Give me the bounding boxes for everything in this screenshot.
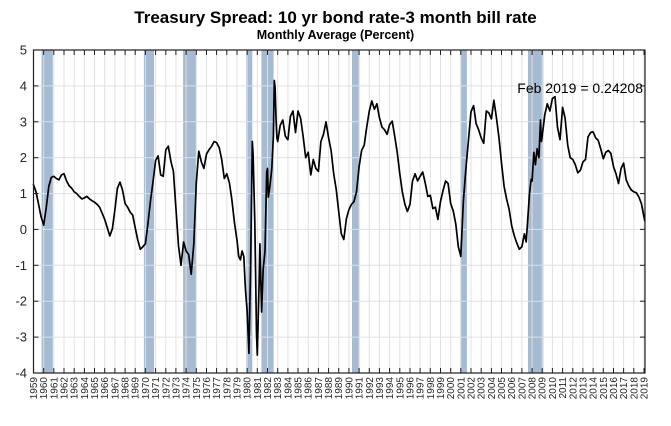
chart-title: Treasury Spread: 10 yr bond rate-3 month… bbox=[134, 8, 537, 27]
x-tick-label: 2018 bbox=[629, 377, 640, 400]
x-tick-label: 1987 bbox=[314, 377, 325, 400]
x-tick-label: 1976 bbox=[202, 377, 213, 400]
plot-frame bbox=[32, 49, 646, 374]
x-tick-label: 2005 bbox=[497, 377, 508, 400]
x-tick-label: 2004 bbox=[487, 377, 498, 400]
x-tick-label: 1993 bbox=[375, 377, 386, 400]
x-tick-label: 1968 bbox=[121, 377, 132, 400]
x-tick-label: 1997 bbox=[416, 377, 427, 400]
x-tick-label: 1975 bbox=[192, 377, 203, 400]
x-tick-label: 1984 bbox=[283, 377, 294, 400]
x-tick-label: 2013 bbox=[578, 377, 589, 400]
x-tick-label: 1972 bbox=[161, 377, 172, 400]
y-tick-label: 0 bbox=[20, 222, 27, 237]
x-tick-label: 1973 bbox=[171, 377, 182, 400]
x-tick-label: 2006 bbox=[507, 377, 518, 400]
x-tick-label: 2010 bbox=[548, 377, 559, 400]
x-tick-label: 1974 bbox=[182, 377, 193, 400]
x-tick-label: 1960 bbox=[39, 377, 50, 400]
x-tick-label: 1970 bbox=[141, 377, 152, 400]
y-tick-label: 4 bbox=[20, 78, 27, 93]
y-tick-label: 5 bbox=[20, 43, 27, 58]
x-tick-label: 2019 bbox=[640, 377, 651, 400]
recession-band bbox=[352, 50, 360, 373]
x-tick-label: 1992 bbox=[365, 377, 376, 400]
x-tick-label: 2016 bbox=[609, 377, 620, 400]
x-tick-label: 1999 bbox=[436, 377, 447, 400]
x-tick-label: 1963 bbox=[70, 377, 81, 400]
x-tick-label: 1991 bbox=[355, 377, 366, 400]
chart-subtitle: Monthly Average (Percent) bbox=[256, 28, 415, 42]
x-tick-label: 1983 bbox=[273, 377, 284, 400]
x-tick-label: 2015 bbox=[599, 377, 610, 400]
x-tick-label: 2002 bbox=[467, 377, 478, 400]
x-tick-label: 1996 bbox=[406, 377, 417, 400]
x-tick-label: 1966 bbox=[100, 377, 111, 400]
x-tick-label: 1965 bbox=[90, 377, 101, 400]
x-tick-label: 2011 bbox=[558, 377, 569, 399]
recession-band bbox=[528, 50, 544, 373]
x-tick-label: 1980 bbox=[243, 377, 254, 400]
x-tick-label: 1971 bbox=[151, 377, 162, 400]
x-tick-label: 1988 bbox=[324, 377, 335, 400]
x-tick-label: 1967 bbox=[110, 377, 121, 400]
x-tick-label: 1989 bbox=[334, 377, 345, 400]
x-tick-label: 1994 bbox=[385, 377, 396, 400]
x-tick-label: 1977 bbox=[212, 377, 223, 400]
x-tick-label: 1981 bbox=[253, 377, 264, 400]
y-tick-label: 1 bbox=[20, 186, 27, 201]
spread-line bbox=[32, 79, 646, 356]
latest-value-annotation: Feb 2019 = 0.24208 bbox=[517, 80, 643, 96]
x-tick-label: 2001 bbox=[456, 377, 467, 400]
x-tick-label: 2000 bbox=[446, 377, 457, 400]
x-tick-label: 1985 bbox=[294, 377, 305, 400]
x-tick-label: 1986 bbox=[304, 377, 315, 400]
x-tick-label: 2008 bbox=[528, 377, 539, 400]
y-tick-label: 2 bbox=[20, 150, 27, 165]
x-tick-label: 1998 bbox=[426, 377, 437, 400]
recession-band bbox=[41, 50, 53, 373]
x-tick-label: 1982 bbox=[263, 377, 274, 400]
y-tick-label: -3 bbox=[15, 330, 27, 345]
x-tick-label: 2017 bbox=[619, 377, 630, 400]
x-tick-label: 1995 bbox=[395, 377, 406, 400]
y-tick-label: 3 bbox=[20, 114, 27, 129]
x-tick-label: 1979 bbox=[233, 377, 244, 400]
y-tick-label: -2 bbox=[15, 294, 27, 309]
x-tick-label: 2003 bbox=[477, 377, 488, 400]
x-tick-label: 1978 bbox=[222, 377, 233, 400]
x-tick-label: 1961 bbox=[49, 377, 60, 400]
x-tick-label: 2007 bbox=[517, 377, 528, 400]
x-tick-label: 1990 bbox=[344, 377, 355, 400]
x-tick-label: 1962 bbox=[60, 377, 71, 400]
y-tick-label: -1 bbox=[15, 258, 27, 273]
x-tick-label: 1969 bbox=[131, 377, 142, 400]
x-tick-label: 2009 bbox=[538, 377, 549, 400]
y-tick-label: -4 bbox=[15, 366, 27, 381]
x-tick-label: 1959 bbox=[29, 377, 40, 400]
x-tick-label: 2012 bbox=[568, 377, 579, 400]
x-tick-label: 1964 bbox=[80, 377, 91, 400]
recession-band bbox=[246, 50, 253, 373]
x-tick-label: 2014 bbox=[589, 377, 600, 400]
